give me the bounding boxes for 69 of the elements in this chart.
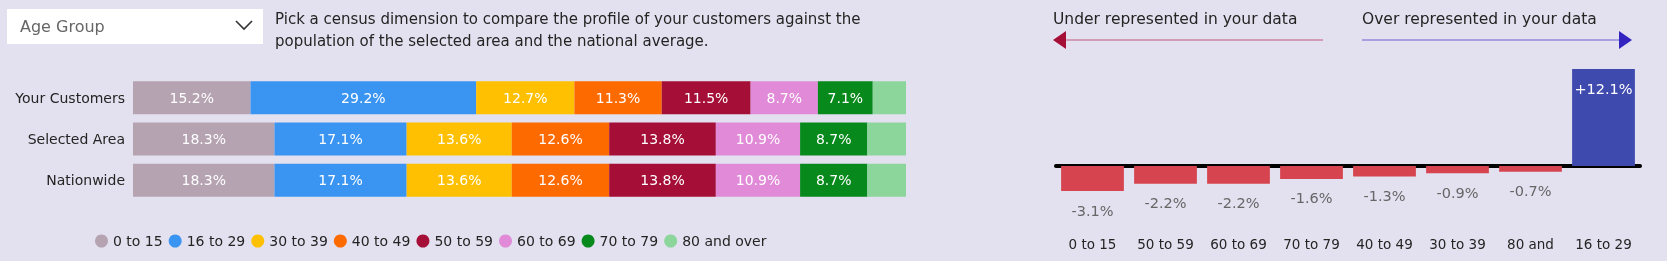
data-label: +12.1% [1574, 80, 1633, 97]
data-label: 12.6% [538, 172, 583, 189]
bar [274, 163, 407, 197]
x-tick-label: 40 to 49 [1356, 236, 1413, 252]
bar [609, 163, 716, 197]
data-label: 18.3% [181, 131, 226, 147]
x-tick-label: 0 to 15 [1068, 236, 1117, 252]
data-label: 12.6% [538, 131, 583, 147]
data-label: 15.2% [169, 89, 214, 106]
data-label: 29.2% [341, 89, 386, 106]
data-label: 13.6% [436, 172, 482, 189]
data-label: 13.8% [640, 131, 685, 147]
bar [406, 122, 512, 156]
data-label: -0.9% [1436, 184, 1479, 201]
bar [274, 122, 407, 156]
data-label: 11.5% [683, 89, 729, 106]
x-tick-label: 50 to 59 [1137, 236, 1194, 252]
data-label: 17.1% [318, 172, 363, 189]
bar [800, 163, 868, 197]
y-tick-label: Nationwide [46, 172, 125, 189]
bar [511, 163, 610, 197]
data-label: -2.2% [1144, 195, 1187, 212]
bar [867, 163, 906, 197]
bar [867, 122, 906, 156]
data-label: 12.7% [503, 89, 548, 106]
bar [715, 122, 801, 156]
x-tick-label: 16 to 29 [1575, 236, 1632, 252]
bar [715, 163, 801, 197]
bar [406, 163, 512, 197]
data-label: -1.3% [1363, 188, 1406, 205]
bar [511, 122, 610, 156]
bar [476, 81, 575, 115]
data-label: 8.7% [815, 172, 852, 189]
data-label: 18.3% [181, 172, 226, 189]
data-label: 10.9% [735, 172, 781, 189]
legend-label: 80 and over [682, 233, 767, 249]
text: Over represented in your data [1362, 10, 1597, 28]
bar [800, 122, 868, 156]
text: Under represented in your data [1053, 10, 1298, 28]
y-tick-label: Your Customers [14, 89, 125, 106]
data-label: -0.7% [1509, 183, 1552, 200]
bar [609, 122, 716, 156]
data-label: 17.1% [318, 131, 363, 147]
dropdown: Age Group [7, 9, 263, 44]
bar [133, 81, 251, 115]
bar [133, 122, 275, 156]
data-label: 8.7% [815, 131, 852, 147]
data-label: 11.3% [595, 89, 641, 106]
data-label: -1.6% [1290, 190, 1333, 207]
data-label: -2.2% [1217, 195, 1260, 212]
data-label: 13.6% [436, 131, 482, 147]
bar [872, 81, 906, 115]
bar [133, 163, 275, 197]
bar [250, 81, 477, 115]
x-tick-label: 60 to 69 [1210, 236, 1267, 252]
bar [661, 81, 751, 115]
data-label: 13.8% [640, 172, 685, 189]
x-tick-label: 80 and [1507, 236, 1554, 252]
x-tick-label: 30 to 39 [1429, 236, 1486, 252]
x-tick-label: 70 to 79 [1283, 236, 1340, 252]
data-label: 10.9% [735, 131, 781, 147]
y-tick-label: Selected Area [27, 131, 125, 147]
text: Pick a census dimension to compare the profile of your customers against the population of the selected area and the national average. [275, 9, 862, 52]
data-label: 7.1% [827, 89, 864, 106]
bar [817, 81, 873, 115]
bar [750, 81, 818, 115]
data-label: 8.7% [766, 89, 803, 106]
bar [574, 81, 662, 115]
data-label: -3.1% [1071, 202, 1114, 219]
